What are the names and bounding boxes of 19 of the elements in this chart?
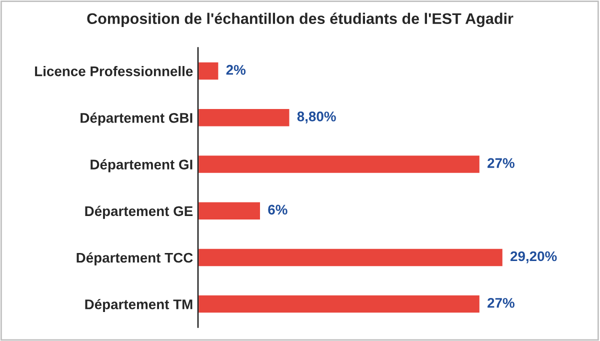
bar — [198, 108, 291, 128]
y-tick-label: Département GE — [85, 206, 193, 219]
data-label: 27% — [488, 298, 514, 308]
y-tick-label: Licence Professionnelle — [35, 66, 193, 76]
data-label: 29,20% — [510, 251, 557, 264]
bar — [198, 200, 262, 221]
data-label: 27% — [488, 158, 514, 168]
bar — [198, 294, 481, 314]
y-tick-label: Département GI — [90, 159, 192, 172]
data-label: 8,80% — [297, 112, 336, 124]
bar — [198, 247, 504, 268]
y-tick-label: Département TM — [85, 298, 192, 312]
data-label: 2% — [226, 64, 246, 75]
y-tick-label: Département TCC — [76, 252, 193, 266]
y-tick-label: Département GBI — [80, 112, 192, 126]
data-label: 6% — [268, 204, 288, 215]
bar — [198, 61, 220, 82]
bar — [198, 154, 481, 174]
chart-title: Composition de l'échantillon des étudiants de l'EST Agadir — [87, 12, 514, 28]
